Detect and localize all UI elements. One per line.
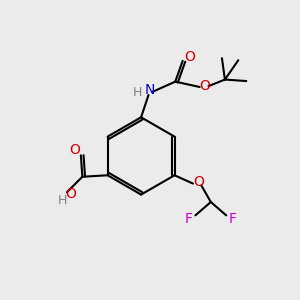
Text: F: F (229, 212, 237, 226)
Text: O: O (200, 79, 210, 92)
Text: O: O (184, 50, 195, 64)
Text: O: O (65, 187, 76, 201)
Text: O: O (69, 143, 80, 157)
Text: O: O (193, 175, 204, 189)
Text: F: F (185, 212, 193, 226)
Text: H: H (133, 86, 142, 99)
Text: N: N (145, 83, 155, 97)
Text: H: H (58, 194, 67, 207)
